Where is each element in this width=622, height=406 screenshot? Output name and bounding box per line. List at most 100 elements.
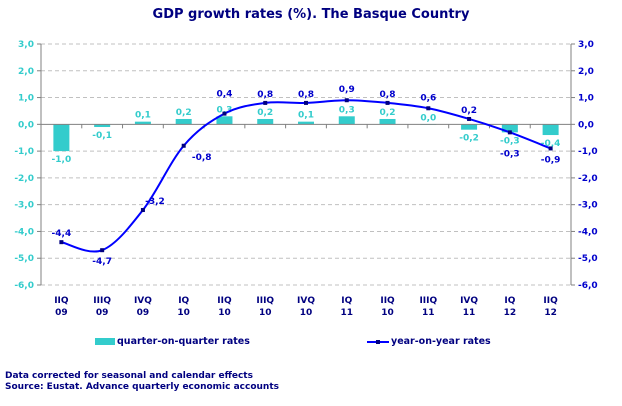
x-tick-label: IQ bbox=[341, 296, 352, 306]
line-marker bbox=[426, 106, 431, 111]
x-tick-label: IVQ bbox=[460, 296, 478, 306]
x-tick-label-year: 09 bbox=[55, 308, 68, 318]
bar-data-label: -1,0 bbox=[52, 155, 72, 165]
x-tick-label-year: 12 bbox=[504, 308, 517, 318]
x-tick-label-year: 10 bbox=[381, 308, 394, 318]
bar-data-label: 0,0 bbox=[420, 113, 436, 123]
bar bbox=[338, 116, 355, 125]
line-data-label: 0,8 bbox=[380, 90, 396, 100]
line-marker bbox=[100, 248, 105, 253]
line-data-label: -0,9 bbox=[541, 155, 561, 165]
y-tick-label-left: -3,0 bbox=[14, 201, 34, 211]
y-tick-label-right: -4,0 bbox=[578, 227, 598, 237]
y-tick-label-right: -6,0 bbox=[578, 281, 598, 291]
line-marker bbox=[222, 111, 227, 116]
line-data-label: -0,8 bbox=[192, 153, 212, 163]
y-tick-label-right: -5,0 bbox=[578, 254, 598, 264]
note-corrected: Data corrected for seasonal and calendar… bbox=[5, 371, 253, 381]
y-tick-label-left: 3,0 bbox=[18, 40, 34, 50]
y-tick-label-left: -4,0 bbox=[14, 227, 34, 237]
bar bbox=[501, 124, 518, 133]
line-marker bbox=[467, 116, 472, 121]
x-tick-label: IIIQ bbox=[256, 296, 274, 306]
bar bbox=[298, 121, 314, 125]
x-tick-label: IVQ bbox=[297, 296, 315, 306]
bar-data-label: 0,2 bbox=[380, 108, 396, 118]
x-tick-label: IIIQ bbox=[93, 296, 111, 306]
bar bbox=[542, 124, 559, 136]
bar-data-label: -0,1 bbox=[92, 131, 112, 141]
line-data-label: -3,2 bbox=[145, 197, 165, 207]
x-tick-label: IIQ bbox=[380, 296, 395, 306]
y-tick-label-right: 1,0 bbox=[578, 94, 594, 104]
x-tick-label-year: 11 bbox=[463, 308, 476, 318]
y-tick-label-right: -2,0 bbox=[578, 174, 598, 184]
bar bbox=[134, 121, 151, 125]
line-marker bbox=[140, 208, 145, 213]
x-tick-label-year: 10 bbox=[259, 308, 272, 318]
note-source: Source: Eustat. Advance quarterly econom… bbox=[5, 382, 279, 392]
line-data-label: 0,9 bbox=[339, 85, 355, 95]
line-data-label: 0,8 bbox=[298, 90, 314, 100]
line-data-label: 0,8 bbox=[257, 90, 273, 100]
x-tick-label: IIQ bbox=[217, 296, 232, 306]
legend-swatch-line bbox=[367, 339, 389, 344]
y-tick-label-right: 2,0 bbox=[578, 67, 594, 77]
y-tick-label-left: 0,0 bbox=[18, 120, 34, 130]
bar bbox=[461, 124, 478, 130]
bar bbox=[94, 124, 111, 128]
y-tick-label-left: -2,0 bbox=[14, 174, 34, 184]
x-tick-label: IQ bbox=[504, 296, 515, 306]
x-tick-label-year: 09 bbox=[137, 308, 150, 318]
bar bbox=[175, 118, 192, 125]
bar-data-label: -0,2 bbox=[459, 134, 479, 144]
bar bbox=[53, 124, 70, 152]
y-tick-label-left: 2,0 bbox=[18, 67, 34, 77]
y-tick-label-left: -1,0 bbox=[14, 147, 34, 157]
x-tick-label-year: 10 bbox=[300, 308, 313, 318]
y-tick-label-right: 3,0 bbox=[578, 40, 594, 50]
bar-data-label: 0,1 bbox=[135, 111, 151, 121]
bar-data-label: 0,2 bbox=[176, 108, 192, 118]
bar-data-label: 0,3 bbox=[339, 105, 355, 115]
x-tick-label-year: 11 bbox=[341, 308, 354, 318]
line-data-label: 0,4 bbox=[216, 90, 232, 100]
y-tick-label-right: 0,0 bbox=[578, 120, 594, 130]
line-data-label: -0,3 bbox=[500, 149, 520, 159]
line-data-label: 0,6 bbox=[420, 93, 436, 103]
y-tick-label-right: -1,0 bbox=[578, 147, 598, 157]
bar-data-label: -0,4 bbox=[541, 139, 561, 149]
line-marker bbox=[344, 98, 349, 103]
bar bbox=[379, 118, 396, 125]
x-tick-label: IIIQ bbox=[419, 296, 437, 306]
line-marker bbox=[304, 100, 308, 105]
y-tick-label-left: -5,0 bbox=[14, 254, 34, 264]
bar-data-label: 0,2 bbox=[257, 108, 273, 118]
legend-item-qoq: quarter-on-quarter rates bbox=[95, 336, 250, 347]
x-tick-label: IVQ bbox=[134, 296, 152, 306]
x-tick-label: IIQ bbox=[54, 296, 69, 306]
chart-title: GDP growth rates (%). The Basque Country bbox=[152, 7, 470, 22]
line-marker bbox=[59, 240, 64, 245]
x-tick-label-year: 11 bbox=[422, 308, 435, 318]
x-tick-label-year: 10 bbox=[218, 308, 231, 318]
line-marker bbox=[507, 130, 512, 135]
x-tick-label-year: 09 bbox=[96, 308, 109, 318]
y-tick-label-left: -6,0 bbox=[14, 281, 34, 291]
bar-data-label: 0,3 bbox=[216, 105, 232, 115]
x-tick-label-year: 12 bbox=[544, 308, 557, 318]
bar-data-label: 0,1 bbox=[298, 111, 314, 121]
line-data-label: -4,4 bbox=[52, 229, 72, 239]
bar bbox=[257, 118, 274, 125]
y-tick-label-left: 1,0 bbox=[18, 94, 34, 104]
line-marker bbox=[548, 146, 553, 151]
legend-item-yoy: year-on-year rates bbox=[367, 336, 491, 347]
legend-swatch-bar bbox=[95, 338, 115, 345]
x-tick-label: IIQ bbox=[543, 296, 558, 306]
line-data-label: 0,2 bbox=[461, 106, 477, 116]
x-tick-label: IQ bbox=[178, 296, 189, 306]
bar bbox=[216, 116, 233, 125]
line-marker bbox=[385, 100, 390, 105]
